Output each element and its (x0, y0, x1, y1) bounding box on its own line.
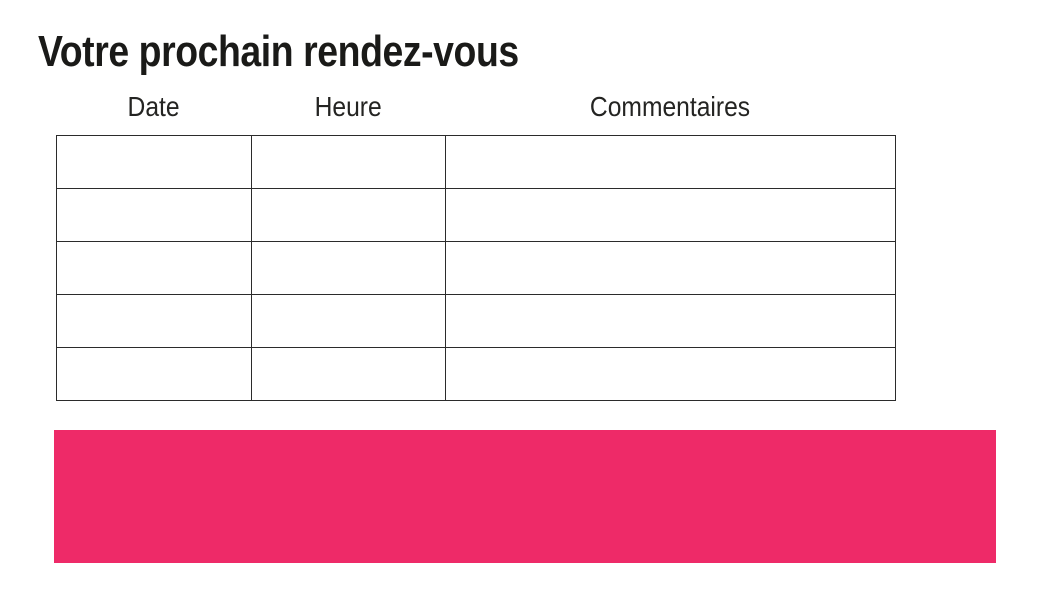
table-column-headers: Date Heure Commentaires (56, 91, 895, 123)
table-cell (56, 347, 252, 402)
column-header-commentaires: Commentaires (445, 91, 895, 123)
table-cell (251, 188, 446, 243)
page-title: Votre prochain rendez-vous (38, 27, 604, 77)
appointments-table (56, 134, 896, 402)
table-row (56, 294, 896, 349)
column-header-heure: Heure (251, 91, 445, 123)
table-cell (56, 188, 252, 243)
table-cell (56, 294, 252, 349)
table-cell (251, 347, 446, 402)
column-header-date-label: Date (127, 91, 180, 122)
table-cell (445, 347, 896, 402)
table-cell (445, 241, 896, 296)
column-header-heure-label: Heure (314, 91, 382, 122)
table-row (56, 241, 896, 296)
table-cell (445, 134, 896, 190)
column-header-commentaires-label: Commentaires (589, 91, 751, 122)
table-cell (56, 241, 252, 296)
page-title-text: Votre prochain rendez-vous (38, 27, 519, 76)
table-row (56, 134, 896, 190)
table-cell (56, 134, 252, 190)
pink-banner (54, 430, 996, 563)
table-cell (251, 241, 446, 296)
appointments-table-body (56, 134, 896, 402)
table-row (56, 347, 896, 402)
table-cell (445, 294, 896, 349)
column-header-date: Date (56, 91, 251, 123)
table-cell (251, 134, 446, 190)
table-row (56, 188, 896, 243)
table-cell (445, 188, 896, 243)
table-cell (251, 294, 446, 349)
